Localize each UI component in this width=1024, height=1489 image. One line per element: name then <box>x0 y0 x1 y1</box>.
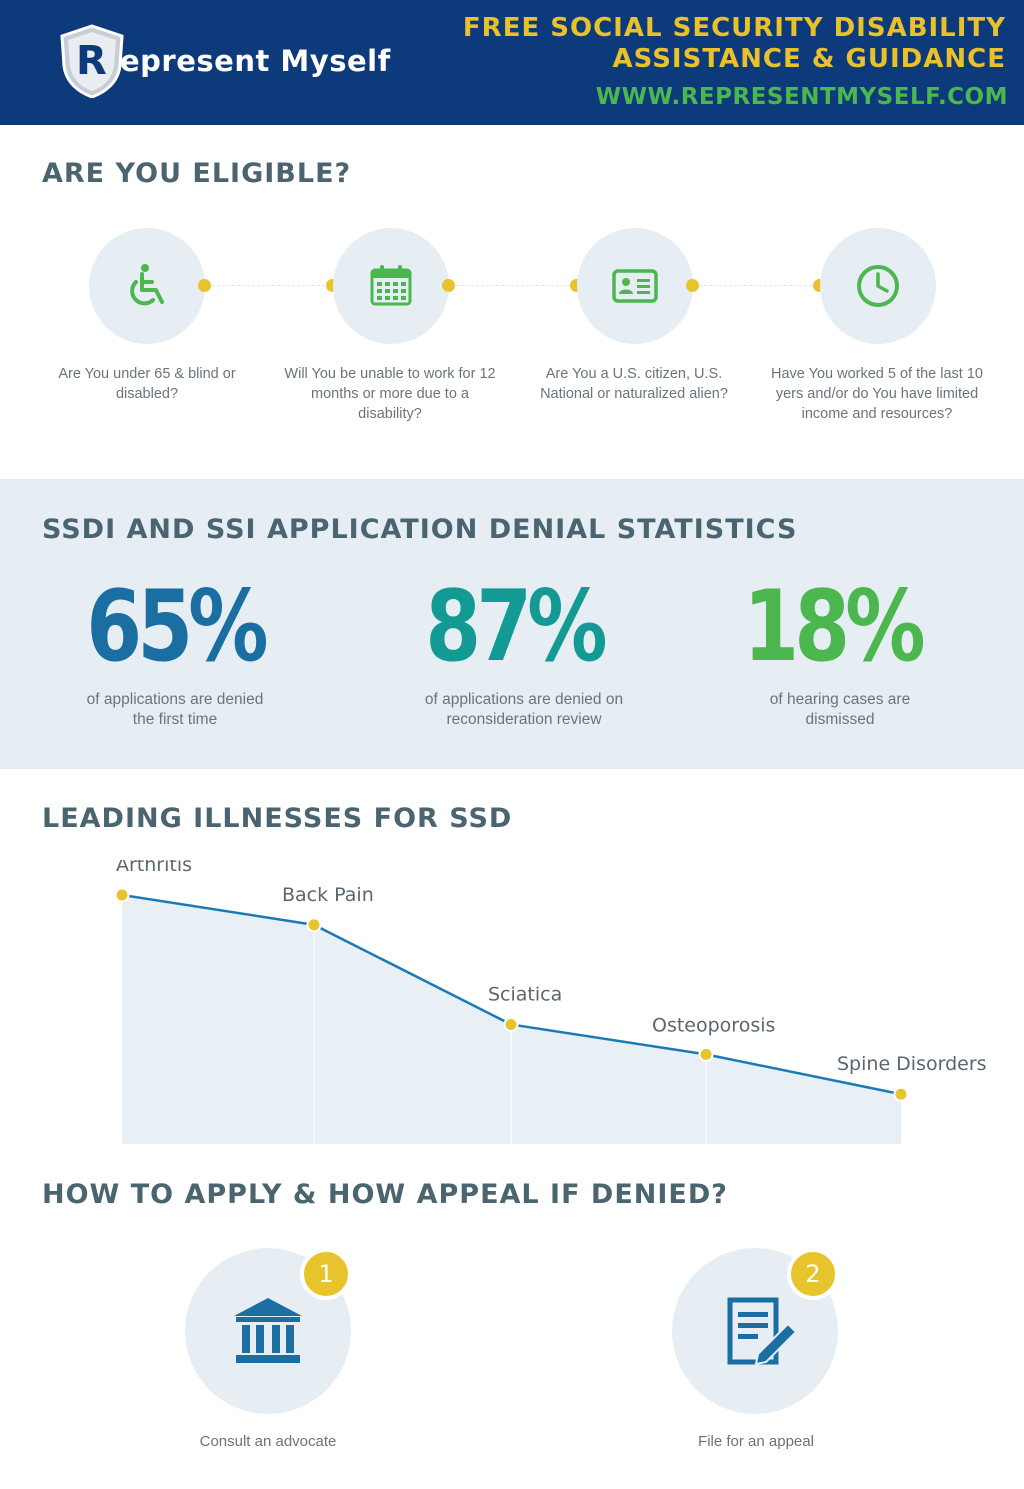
chart-point <box>114 887 130 903</box>
eligibility-step-circle <box>820 228 936 344</box>
stat-value: 87% <box>425 570 608 684</box>
eligibility-question: Are You a U.S. citizen, U.S. National or… <box>540 366 728 402</box>
chart-point-label: Sciatica <box>488 983 562 1005</box>
header-banner: R epresent Myself FREE SOCIAL SECURITY D… <box>0 0 1024 125</box>
step-number-badge: 2 <box>787 1248 839 1300</box>
chart-point-label: Arthritis <box>116 860 192 876</box>
header-url-link[interactable]: WWW.REPRESENTMYSELF.COM <box>595 84 1008 110</box>
eligibility-step-circle <box>89 228 205 344</box>
step-number-badge: 1 <box>300 1248 352 1300</box>
brand-initial: R <box>76 38 107 84</box>
connector-line <box>212 285 330 286</box>
illness-area-chart: Arthritis Back Pain Sciatica Osteoporosis Sp… <box>114 860 987 1144</box>
connector-line <box>699 285 817 286</box>
denial-stats-section <box>0 479 1024 769</box>
stat-caption: of applications are denied the first time <box>86 691 264 728</box>
bank-icon <box>234 1298 302 1363</box>
stat-value: 18% <box>743 570 926 684</box>
connector-dot <box>686 279 699 292</box>
header-title-line2: ASSISTANCE & GUIDANCE <box>612 44 1006 74</box>
chart-point <box>306 917 322 933</box>
illnesses-title: LEADING ILLNESSES FOR SSD <box>42 803 513 834</box>
chart-point-label: Back Pain <box>282 884 374 906</box>
apply-step-label: File for an appeal <box>698 1433 814 1450</box>
header-title: FREE SOCIAL SECURITY DISABILITY ASSISTAN… <box>463 13 1006 75</box>
connector-dot <box>198 279 211 292</box>
brand-logo[interactable]: R epresent Myself <box>58 22 390 102</box>
wheelchair-icon <box>130 264 164 306</box>
eligibility-step-circle <box>577 228 693 344</box>
eligibility-step-circle <box>333 228 449 344</box>
clock-icon <box>857 265 899 307</box>
eligibility-question: Have You worked 5 of the last 10 yers an… <box>770 366 983 422</box>
connector-line <box>456 285 574 286</box>
chart-point <box>698 1046 714 1062</box>
stats-title: SSDI AND SSI APPLICATION DENIAL STATISTI… <box>42 514 798 545</box>
brand-name: epresent Myself <box>120 44 391 78</box>
chart-point <box>503 1016 519 1032</box>
stat-caption: of applications are denied on reconsidera… <box>424 691 624 728</box>
apply-step-label: Consult an advocate <box>199 1433 337 1450</box>
id-card-icon <box>612 269 658 303</box>
chart-point <box>893 1086 909 1102</box>
apply-step-circle <box>185 1248 351 1414</box>
eligibility-question: Are You under 65 & blind or disabled? <box>58 366 236 402</box>
shield-icon: R <box>60 24 124 98</box>
header-title-line1: FREE SOCIAL SECURITY DISABILITY <box>462 13 1006 43</box>
connector-dot <box>442 279 455 292</box>
apply-title: HOW TO APPLY & HOW APPEAL IF DENIED? <box>42 1179 728 1210</box>
stat-value: 65% <box>86 570 269 684</box>
document-edit-icon <box>727 1297 798 1366</box>
chart-point-label: Osteoporosis <box>652 1014 775 1036</box>
calendar-icon <box>370 265 412 306</box>
chart-point-label: Spine Disorders <box>837 1053 987 1075</box>
eligibility-question: Will You be unable to work for 12 months… <box>284 366 496 422</box>
stat-caption: of hearing cases are dismissed <box>769 691 911 728</box>
eligibility-title: ARE YOU ELIGIBLE? <box>42 158 352 189</box>
